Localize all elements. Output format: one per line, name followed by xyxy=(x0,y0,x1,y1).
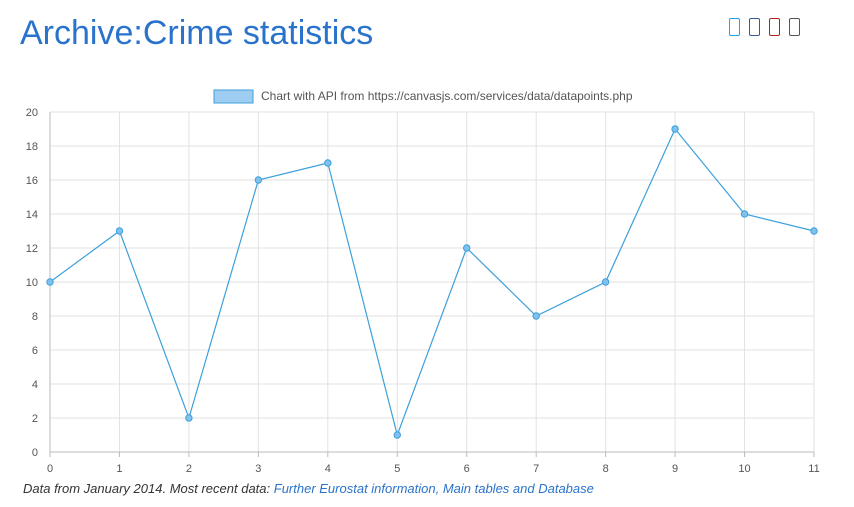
data-point xyxy=(532,312,540,320)
data-point xyxy=(393,431,401,439)
y-tick-label: 0 xyxy=(32,447,38,459)
y-tick-label: 10 xyxy=(26,277,38,289)
x-tick-label: 0 xyxy=(47,463,53,475)
line-chart: Chart with API from https://canvasjs.com… xyxy=(26,89,820,475)
x-tick-label: 8 xyxy=(603,463,609,475)
x-tick-label: 9 xyxy=(672,463,678,475)
y-tick-label: 18 xyxy=(26,141,38,153)
caption: Data from January 2014. Most recent data… xyxy=(23,481,594,496)
data-point xyxy=(740,210,749,218)
x-tick-label: 5 xyxy=(394,463,400,475)
x-tick-label: 11 xyxy=(808,463,819,475)
legend-label: Chart with API from https://canvasjs.com… xyxy=(261,89,633,103)
y-tick-label: 6 xyxy=(32,345,38,357)
caption-link[interactable]: Further Eurostat information, Main table… xyxy=(273,481,594,496)
data-point xyxy=(601,278,610,286)
x-tick-label: 2 xyxy=(186,463,192,475)
x-tick-label: 3 xyxy=(255,463,261,475)
data-point xyxy=(185,414,193,422)
data-point xyxy=(46,278,54,286)
facebook-icon[interactable] xyxy=(749,18,760,36)
data-point xyxy=(463,244,471,252)
data-point xyxy=(810,227,818,235)
share-icon[interactable] xyxy=(789,18,800,36)
x-tick-label: 6 xyxy=(464,463,470,475)
y-tick-label: 8 xyxy=(32,311,38,323)
data-point xyxy=(115,227,124,235)
x-tick-label: 7 xyxy=(533,463,539,475)
share-icons xyxy=(729,18,800,36)
x-tick-label: 1 xyxy=(116,463,122,475)
y-tick-label: 14 xyxy=(26,209,38,221)
data-point xyxy=(254,176,263,184)
data-point xyxy=(324,159,332,167)
legend-swatch xyxy=(213,89,254,104)
y-tick-label: 20 xyxy=(26,107,38,119)
linkedin-icon[interactable] xyxy=(769,18,780,36)
x-tick-label: 10 xyxy=(738,463,750,475)
series-line xyxy=(49,127,815,438)
y-tick-label: 16 xyxy=(26,175,38,187)
y-tick-label: 2 xyxy=(32,413,38,425)
x-tick-label: 4 xyxy=(325,463,331,475)
y-tick-label: 12 xyxy=(26,243,38,255)
y-tick-label: 4 xyxy=(32,379,38,391)
caption-text: Data from January 2014. Most recent data… xyxy=(23,481,274,496)
page-title: Archive:Crime statistics xyxy=(20,14,374,52)
chart-container: Chart with API from https://canvasjs.com… xyxy=(0,80,854,480)
data-point xyxy=(671,125,679,133)
twitter-icon[interactable] xyxy=(729,18,740,36)
